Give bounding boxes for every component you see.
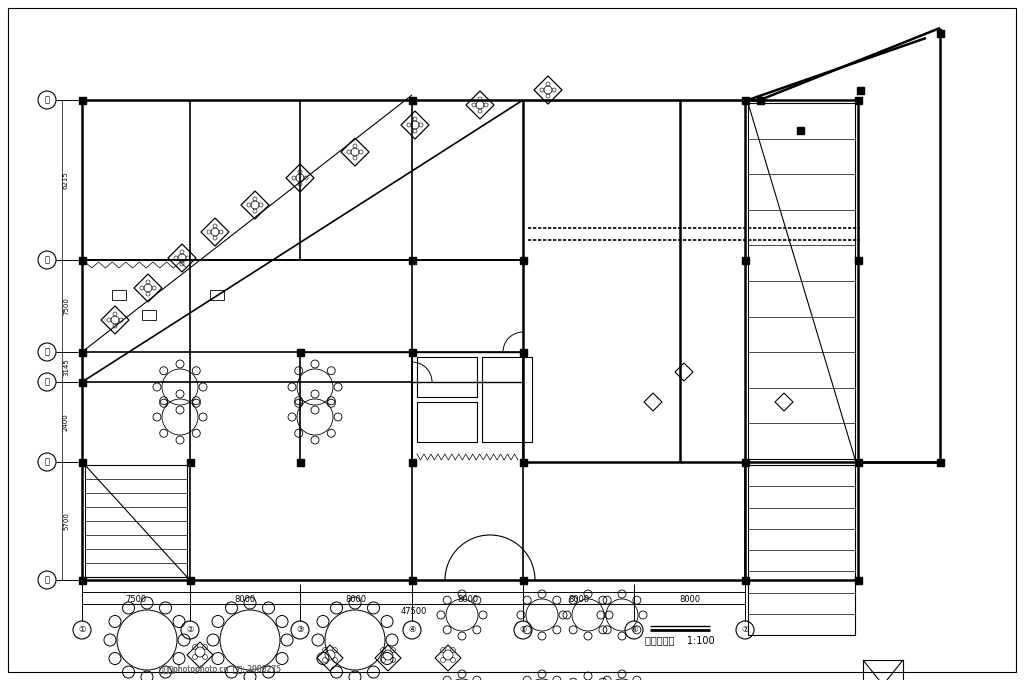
Text: 8000: 8000 xyxy=(234,596,256,605)
Bar xyxy=(741,577,749,583)
Text: 图天下photophoto.cn  编号: 2986275: 图天下photophoto.cn 编号: 2986275 xyxy=(159,666,281,675)
Bar xyxy=(937,29,943,37)
Bar xyxy=(519,458,526,466)
Bar xyxy=(854,97,861,103)
Text: Ⓑ: Ⓑ xyxy=(44,458,49,466)
Text: 7500: 7500 xyxy=(63,297,69,315)
Bar xyxy=(863,660,903,680)
Text: Ⓕ: Ⓕ xyxy=(44,95,49,105)
Bar xyxy=(186,577,194,583)
Bar xyxy=(417,402,477,442)
Bar xyxy=(79,348,85,356)
Bar xyxy=(85,465,187,577)
Bar xyxy=(482,357,532,442)
Bar xyxy=(519,348,526,356)
Text: ①: ① xyxy=(78,626,86,634)
Bar xyxy=(748,103,855,459)
Bar xyxy=(741,256,749,263)
Text: ⑦: ⑦ xyxy=(741,626,749,634)
Bar xyxy=(519,577,526,583)
Bar xyxy=(417,357,477,397)
Bar xyxy=(519,256,526,263)
Text: Ⓐ: Ⓐ xyxy=(44,575,49,585)
Text: 7500: 7500 xyxy=(125,596,146,605)
Bar xyxy=(297,348,303,356)
Bar xyxy=(79,458,85,466)
Bar xyxy=(741,97,749,103)
Text: 8000: 8000 xyxy=(568,596,589,605)
Text: 2400: 2400 xyxy=(63,413,69,431)
Text: ④: ④ xyxy=(409,626,416,634)
Text: 5700: 5700 xyxy=(63,512,69,530)
Bar xyxy=(297,458,303,466)
Bar xyxy=(409,256,416,263)
Text: 8000: 8000 xyxy=(679,596,700,605)
Bar xyxy=(79,256,85,263)
Text: ⑥: ⑥ xyxy=(630,626,638,634)
Text: ②: ② xyxy=(186,626,194,634)
Text: 6215: 6215 xyxy=(63,171,69,189)
Bar xyxy=(409,458,416,466)
Bar xyxy=(937,458,943,466)
Text: Ⓓ: Ⓓ xyxy=(44,347,49,356)
Bar xyxy=(409,577,416,583)
Bar xyxy=(79,379,85,386)
Bar xyxy=(854,458,861,466)
Bar xyxy=(409,348,416,356)
Text: 8000: 8000 xyxy=(457,596,478,605)
Bar xyxy=(856,86,863,94)
Bar xyxy=(854,256,861,263)
Text: ⑤: ⑤ xyxy=(519,626,526,634)
Bar xyxy=(142,310,156,320)
Bar xyxy=(748,465,855,635)
Bar xyxy=(186,458,194,466)
Bar xyxy=(757,97,764,103)
Text: Ⓔ: Ⓔ xyxy=(44,256,49,265)
Bar xyxy=(112,290,126,300)
Bar xyxy=(79,577,85,583)
Text: 8000: 8000 xyxy=(345,596,367,605)
Text: 二层平面图    1:100: 二层平面图 1:100 xyxy=(645,635,715,645)
Text: 3145: 3145 xyxy=(63,358,69,376)
Text: 47500: 47500 xyxy=(400,607,427,617)
Text: ③: ③ xyxy=(296,626,304,634)
Bar xyxy=(797,126,804,133)
Bar xyxy=(854,577,861,583)
Bar xyxy=(409,97,416,103)
Text: Ⓒ: Ⓒ xyxy=(44,377,49,386)
Bar xyxy=(79,97,85,103)
Bar xyxy=(210,290,224,300)
Bar xyxy=(741,458,749,466)
Text: 图天下photophoto.cn  编号: 2986275: 图天下photophoto.cn 编号: 2986275 xyxy=(159,666,281,675)
